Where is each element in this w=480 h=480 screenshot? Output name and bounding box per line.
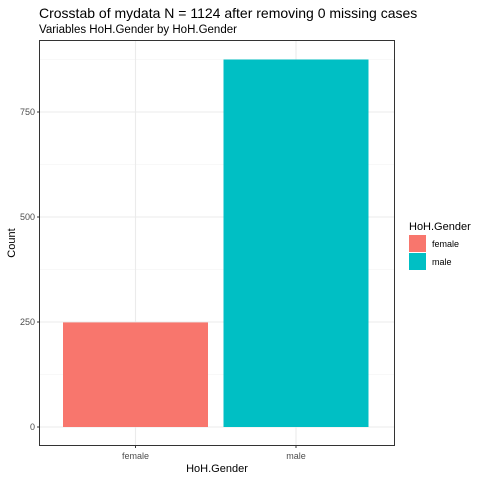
x-tick-label: female xyxy=(122,451,149,461)
legend-title: HoH.Gender xyxy=(409,221,471,233)
bar-layer xyxy=(63,60,369,428)
legend: HoH.Gender female male xyxy=(409,221,471,270)
bar-female xyxy=(63,322,208,427)
y-tick-label: 0 xyxy=(30,422,35,432)
legend-label-female: female xyxy=(432,239,459,249)
y-tick-label: 250 xyxy=(20,317,35,327)
x-axis-title: HoH.Gender xyxy=(186,463,248,475)
y-axis-title: Count xyxy=(6,228,18,257)
legend-key-male xyxy=(409,253,426,270)
legend-key-female xyxy=(409,235,426,252)
x-tick-label: male xyxy=(286,451,306,461)
bar-male xyxy=(224,60,369,428)
legend-label-male: male xyxy=(432,257,452,267)
y-tick-label: 750 xyxy=(20,107,35,117)
y-tick-label: 500 xyxy=(20,212,35,222)
